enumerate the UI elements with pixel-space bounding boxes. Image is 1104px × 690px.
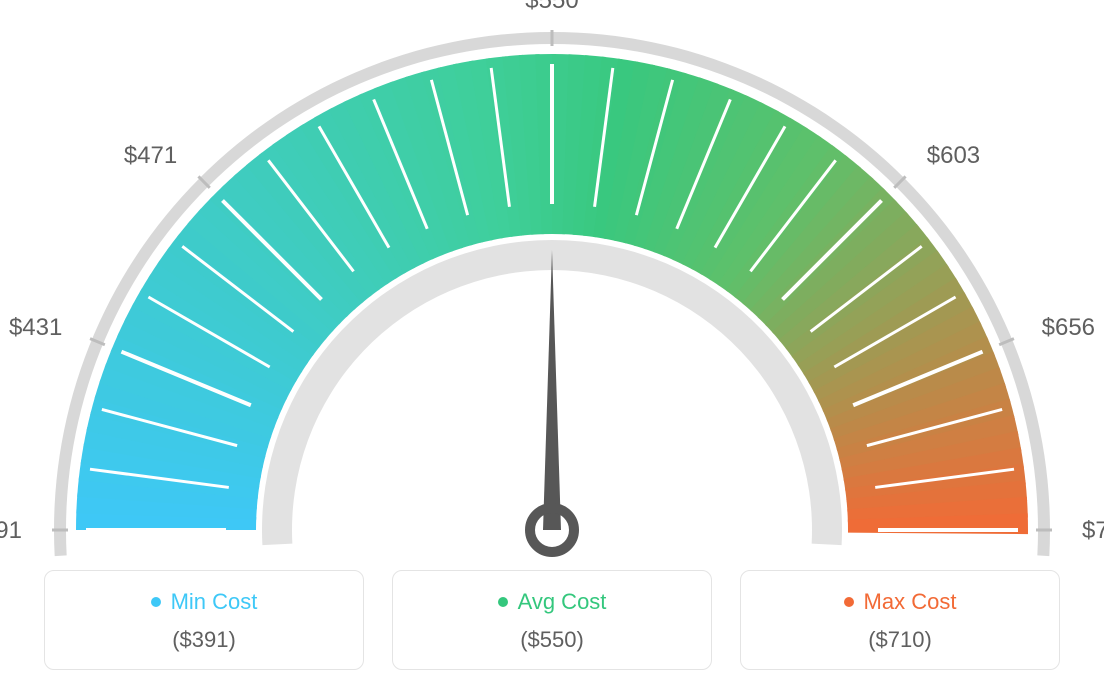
legend-value-min: ($391) <box>65 627 343 653</box>
legend-value-avg: ($550) <box>413 627 691 653</box>
legend-dot-min <box>151 597 161 607</box>
legend-value-max: ($710) <box>761 627 1039 653</box>
gauge-chart: $391 $431 $471 $550 $603 $656 $710 <box>0 0 1104 560</box>
legend-label-max: Max Cost <box>864 589 957 615</box>
legend-row: Min Cost ($391) Avg Cost ($550) Max Cost… <box>44 570 1060 670</box>
legend-card-max: Max Cost ($710) <box>740 570 1060 670</box>
gauge-tick-label: $471 <box>124 142 177 169</box>
legend-title-avg: Avg Cost <box>498 589 607 615</box>
legend-label-avg: Avg Cost <box>518 589 607 615</box>
gauge-tick-label: $603 <box>927 142 980 169</box>
gauge-tick-label: $550 <box>525 0 578 14</box>
gauge-tick-label: $431 <box>9 314 62 341</box>
legend-dot-avg <box>498 597 508 607</box>
legend-title-max: Max Cost <box>844 589 957 615</box>
gauge-tick-label: $391 <box>0 517 22 544</box>
legend-dot-max <box>844 597 854 607</box>
legend-title-min: Min Cost <box>151 589 258 615</box>
legend-label-min: Min Cost <box>171 589 258 615</box>
gauge-tick-label: $656 <box>1042 314 1095 341</box>
legend-card-min: Min Cost ($391) <box>44 570 364 670</box>
gauge-svg: $391 $431 $471 $550 $603 $656 $710 <box>0 0 1104 560</box>
legend-card-avg: Avg Cost ($550) <box>392 570 712 670</box>
gauge-tick-label: $710 <box>1082 517 1104 544</box>
